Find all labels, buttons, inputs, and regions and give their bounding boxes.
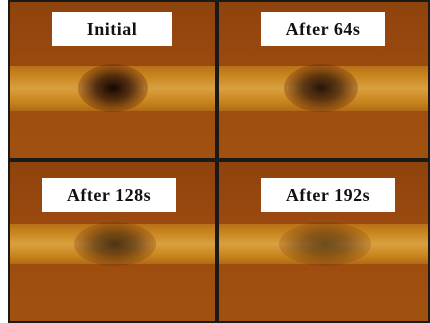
panel-after-128s: After 128s [10,162,215,321]
dark-spot [279,222,371,266]
panel-after-192s: After 192s [219,162,428,321]
panel-frame: Initial After 64s After 128s After 192s [8,0,430,323]
panel-label: Initial [52,12,172,46]
panel-after-64s: After 64s [219,2,428,158]
panel-label: After 64s [261,12,385,46]
dark-spot [78,64,148,112]
dark-spot [284,64,358,112]
panel-label: After 128s [42,178,176,212]
panel-label: After 192s [261,178,395,212]
dark-spot [74,222,156,266]
panel-initial: Initial [10,2,215,158]
